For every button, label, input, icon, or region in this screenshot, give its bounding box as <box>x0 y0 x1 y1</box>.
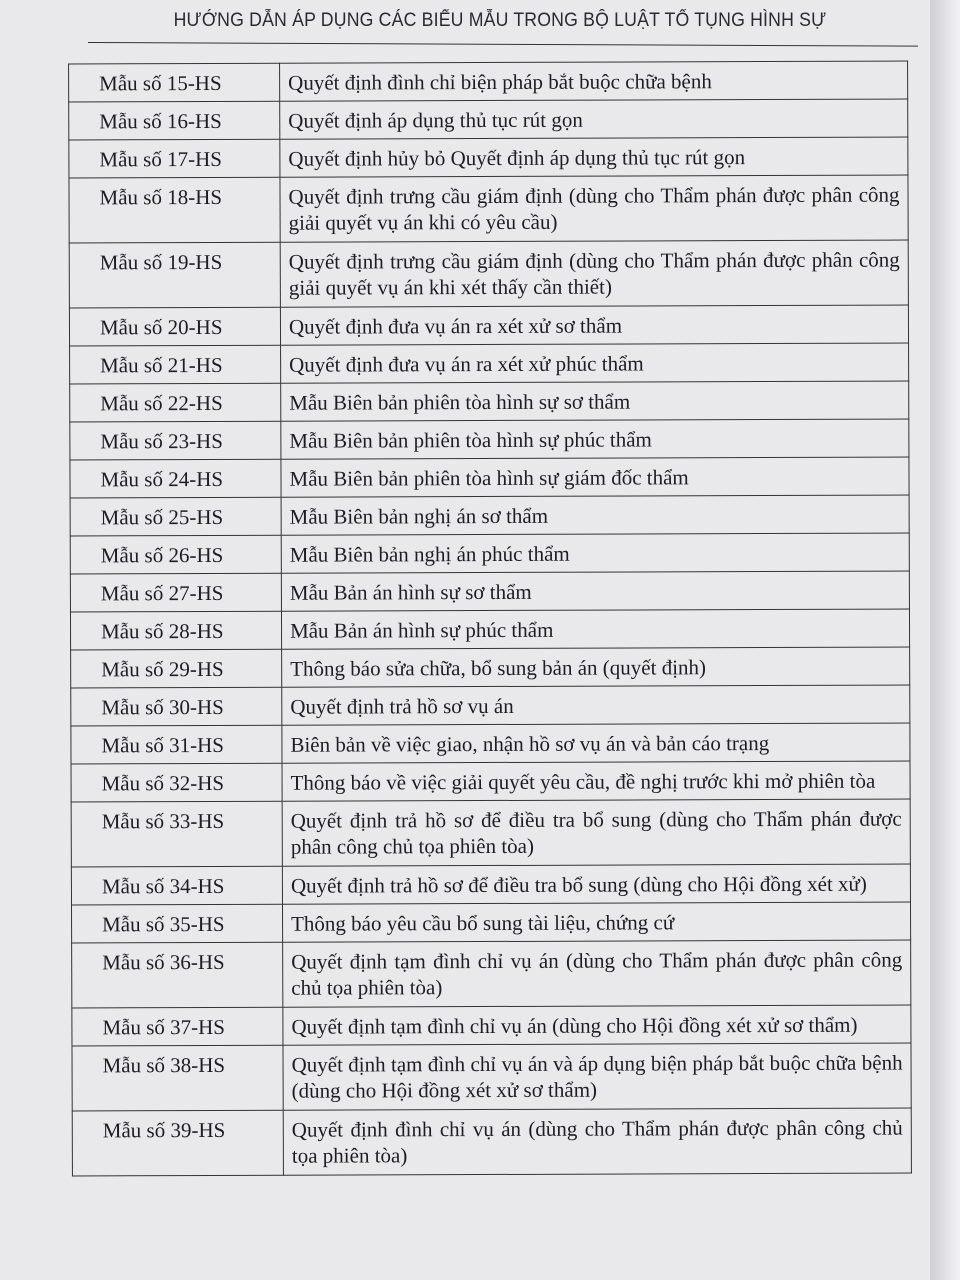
table-row: Mẫu số 39-HS Quyết định đình chỉ vụ án (d… <box>72 1108 912 1176</box>
form-description: Quyết định trưng cầu giám định (dùng cho… <box>279 175 909 243</box>
form-description: Quyết định trả hồ sơ vụ án <box>281 685 910 726</box>
form-code: Mẫu số 26-HS <box>70 535 282 574</box>
table-row: Mẫu số 27-HS Mẫu Bản án hình sự sơ thẩm <box>70 571 910 612</box>
table-row: Mẫu số 22-HS Mẫu Biên bản phiên tòa hình … <box>69 381 909 422</box>
form-code: Mẫu số 30-HS <box>70 687 282 726</box>
table-row: Mẫu số 32-HS Thông báo về việc giải quyết… <box>71 761 911 802</box>
form-code: Mẫu số 27-HS <box>70 573 282 612</box>
form-code: Mẫu số 15-HS <box>68 63 280 102</box>
table-row: Mẫu số 15-HS Quyết định đình chỉ biện phá… <box>68 61 908 102</box>
form-code: Mẫu số 35-HS <box>71 904 283 943</box>
form-code: Mẫu số 25-HS <box>70 497 282 536</box>
form-description: Quyết định tạm đình chỉ vụ án và áp dụng… <box>282 1043 912 1111</box>
table-row: Mẫu số 19-HS Quyết định trưng cầu giám đị… <box>69 240 909 308</box>
table-row: Mẫu số 36-HS Quyết định tạm đình chỉ vụ á… <box>71 940 911 1008</box>
form-code: Mẫu số 20-HS <box>69 307 281 346</box>
table-row: Mẫu số 33-HS Quyết định trả hồ sơ để điều… <box>71 799 911 867</box>
forms-table: Mẫu số 15-HS Quyết định đình chỉ biện phá… <box>68 61 912 1177</box>
form-code: Mẫu số 23-HS <box>69 421 281 460</box>
form-code: Mẫu số 16-HS <box>68 101 280 140</box>
form-description: Quyết định đưa vụ án ra xét xử sơ thẩm <box>280 305 909 346</box>
form-description: Mẫu Biên bản phiên tòa hình sự sơ thẩm <box>280 381 909 422</box>
table-row: Mẫu số 34-HS Quyết định trả hồ sơ để điều… <box>71 864 911 905</box>
table-row: Mẫu số 24-HS Mẫu Biên bản phiên tòa hình … <box>69 457 910 498</box>
form-code: Mẫu số 18-HS <box>68 177 281 243</box>
form-description: Quyết định hủy bỏ Quyết định áp dụng thủ… <box>279 137 908 178</box>
form-code: Mẫu số 29-HS <box>70 649 282 688</box>
running-header: HƯỚNG DẪN ÁP DỤNG CÁC BIỂU MẪU TRONG BỘ … <box>173 10 827 31</box>
form-code: Mẫu số 31-HS <box>70 725 283 764</box>
form-description: Quyết định tạm đình chỉ vụ án (dùng cho … <box>282 940 911 1008</box>
table-row: Mẫu số 26-HS Mẫu Biên bản nghị án phúc th… <box>70 533 910 574</box>
table-row: Mẫu số 23-HS Mẫu Biên bản phiên tòa hình … <box>69 419 909 460</box>
form-code: Mẫu số 34-HS <box>71 866 283 905</box>
form-description: Mẫu Biên bản phiên tòa hình sự giám đốc … <box>280 457 910 498</box>
table-row: Mẫu số 30-HS Quyết định trả hồ sơ vụ án <box>70 685 910 726</box>
table-row: Mẫu số 25-HS Mẫu Biên bản nghị án sơ thẩm <box>70 495 910 536</box>
form-description: Biên bản về việc giao, nhận hồ sơ vụ án … <box>281 723 911 764</box>
table-row: Mẫu số 37-HS Quyết định tạm đình chỉ vụ á… <box>71 1005 911 1046</box>
form-code: Mẫu số 39-HS <box>72 1110 284 1176</box>
form-description: Quyết định áp dụng thủ tục rút gọn <box>279 99 908 140</box>
form-code: Mẫu số 22-HS <box>69 383 281 422</box>
form-description: Quyết định đình chỉ biện pháp bắt buộc c… <box>279 61 908 102</box>
form-description: Thông báo về việc giải quyết yêu cầu, đề… <box>282 761 911 802</box>
table-row: Mẫu số 29-HS Thông báo sửa chữa, bổ sung … <box>70 647 910 688</box>
form-description: Quyết định trả hồ sơ để điều tra bổ sung… <box>282 799 911 867</box>
form-code: Mẫu số 32-HS <box>71 763 283 802</box>
table-row: Mẫu số 38-HS Quyết định tạm đình chỉ vụ á… <box>71 1043 912 1111</box>
form-description: Quyết định trả hồ sơ để điều tra bổ sung… <box>282 864 911 905</box>
form-description: Mẫu Bản án hình sự sơ thẩm <box>281 571 910 612</box>
form-description: Mẫu Bản án hình sự phúc thẩm <box>281 609 910 650</box>
form-description: Quyết định trưng cầu giám định (dùng cho… <box>280 240 909 308</box>
form-code: Mẫu số 21-HS <box>69 345 281 384</box>
form-code: Mẫu số 36-HS <box>71 942 283 1008</box>
form-description: Quyết định tạm đình chỉ vụ án (dùng cho … <box>282 1005 911 1046</box>
form-code: Mẫu số 24-HS <box>69 459 282 498</box>
form-description: Quyết định đình chỉ vụ án (dùng cho Thẩm… <box>283 1108 912 1176</box>
form-code: Mẫu số 38-HS <box>71 1045 284 1111</box>
form-description: Thông báo sửa chữa, bổ sung bản án (quyế… <box>281 647 910 688</box>
form-description: Mẫu Biên bản nghị án sơ thẩm <box>281 495 910 536</box>
form-description: Mẫu Biên bản nghị án phúc thẩm <box>281 533 910 574</box>
table-row: Mẫu số 20-HS Quyết định đưa vụ án ra xét … <box>69 305 909 346</box>
table-row: Mẫu số 18-HS Quyết định trưng cầu giám đị… <box>68 175 909 243</box>
form-description: Thông báo yêu cầu bổ sung tài liệu, chứn… <box>282 902 911 943</box>
table-row: Mẫu số 35-HS Thông báo yêu cầu bổ sung tà… <box>71 902 911 943</box>
next-page-edge <box>930 0 960 1280</box>
table-row: Mẫu số 17-HS Quyết định hủy bỏ Quyết định… <box>68 137 908 178</box>
form-code: Mẫu số 37-HS <box>71 1007 283 1046</box>
table-row: Mẫu số 28-HS Mẫu Bản án hình sự phúc thẩm <box>70 609 910 650</box>
form-code: Mẫu số 19-HS <box>69 242 281 308</box>
form-code: Mẫu số 33-HS <box>71 801 283 867</box>
form-code: Mẫu số 28-HS <box>70 611 282 650</box>
book-page: HƯỚNG DẪN ÁP DỤNG CÁC BIỂU MẪU TRONG BỘ … <box>68 10 918 1177</box>
form-description: Mẫu Biên bản phiên tòa hình sự phúc thẩm <box>280 419 909 460</box>
form-code: Mẫu số 17-HS <box>68 139 280 178</box>
table-row: Mẫu số 21-HS Quyết định đưa vụ án ra xét … <box>69 343 909 384</box>
table-row: Mẫu số 31-HS Biên bản về việc giao, nhận … <box>70 723 911 764</box>
header-rule <box>87 42 918 47</box>
table-row: Mẫu số 16-HS Quyết định áp dụng thủ tục r… <box>68 99 908 140</box>
form-description: Quyết định đưa vụ án ra xét xử phúc thẩm <box>280 343 909 384</box>
